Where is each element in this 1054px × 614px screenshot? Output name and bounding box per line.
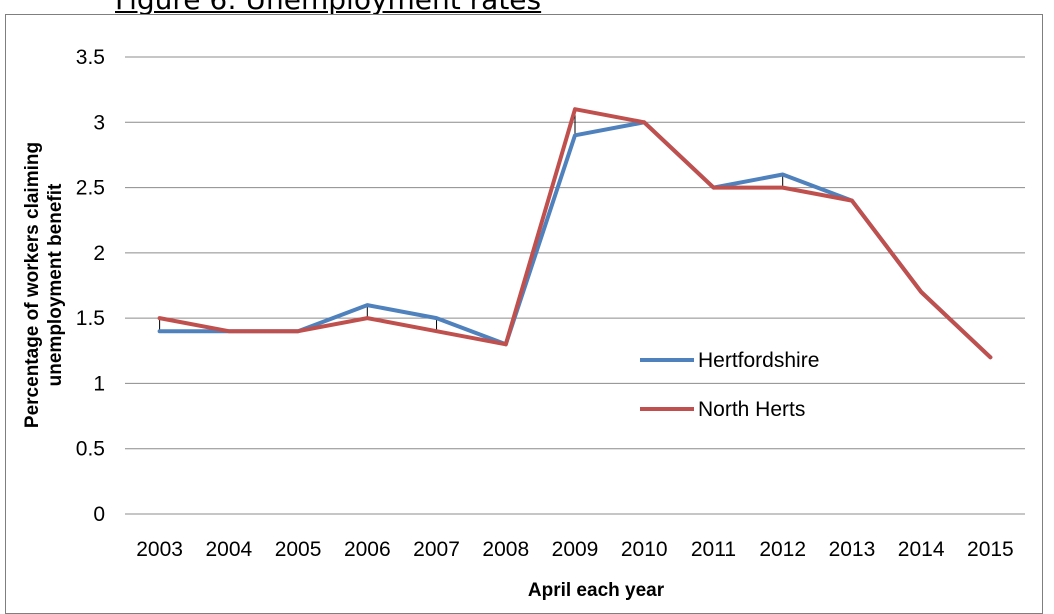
x-tick-labels: 2003 2004 2005 2006 2007 2008 2009 2010 2011 2012… <box>136 538 1013 561</box>
x-tick-label: 2008 <box>482 538 529 561</box>
x-tick-label: 2014 <box>898 538 945 561</box>
x-tick-label: 2012 <box>759 538 806 561</box>
gridlines <box>125 56 1025 515</box>
y-tick-label: 2.5 <box>76 177 105 200</box>
y-tick-label: 2 <box>93 242 105 265</box>
y-tick-label: 3 <box>93 111 105 134</box>
series-line-hertfordshire <box>157 120 993 360</box>
x-tick-label: 2007 <box>413 538 460 561</box>
x-tick-label: 2004 <box>205 538 252 561</box>
x-tick-label: 2013 <box>829 538 876 561</box>
y-tick-labels: 0 0.5 1 1.5 2 2.5 3 3.5 <box>76 46 105 526</box>
legend: Hertfordshire North Herts <box>640 349 819 421</box>
y-tick-label: 0 <box>93 503 105 526</box>
series-line-north-herts <box>157 107 993 360</box>
high-low-lines <box>159 109 784 332</box>
series-lines <box>157 107 993 360</box>
y-tick-label: 3.5 <box>76 46 105 69</box>
y-axis-title-line-1: Percentage of workers claiming <box>22 142 43 428</box>
y-tick-label: 0.5 <box>76 438 105 461</box>
x-tick-label: 2010 <box>621 538 668 561</box>
x-tick-label: 2015 <box>967 538 1014 561</box>
x-tick-label: 2009 <box>552 538 599 561</box>
x-tick-label: 2003 <box>136 538 183 561</box>
x-tick-label: 2005 <box>275 538 322 561</box>
x-axis-title: April each year <box>528 580 665 601</box>
legend-label: Hertfordshire <box>698 349 819 372</box>
x-tick-label: 2011 <box>691 538 736 561</box>
y-tick-label: 1 <box>93 372 105 395</box>
y-tick-label: 1.5 <box>76 307 105 330</box>
x-tick-label: 2006 <box>344 538 391 561</box>
legend-label: North Herts <box>698 398 805 421</box>
figure-title: Figure 6: Unemployment rates <box>115 0 541 16</box>
y-axis-title-line-2: unemployment benefit <box>45 183 66 386</box>
